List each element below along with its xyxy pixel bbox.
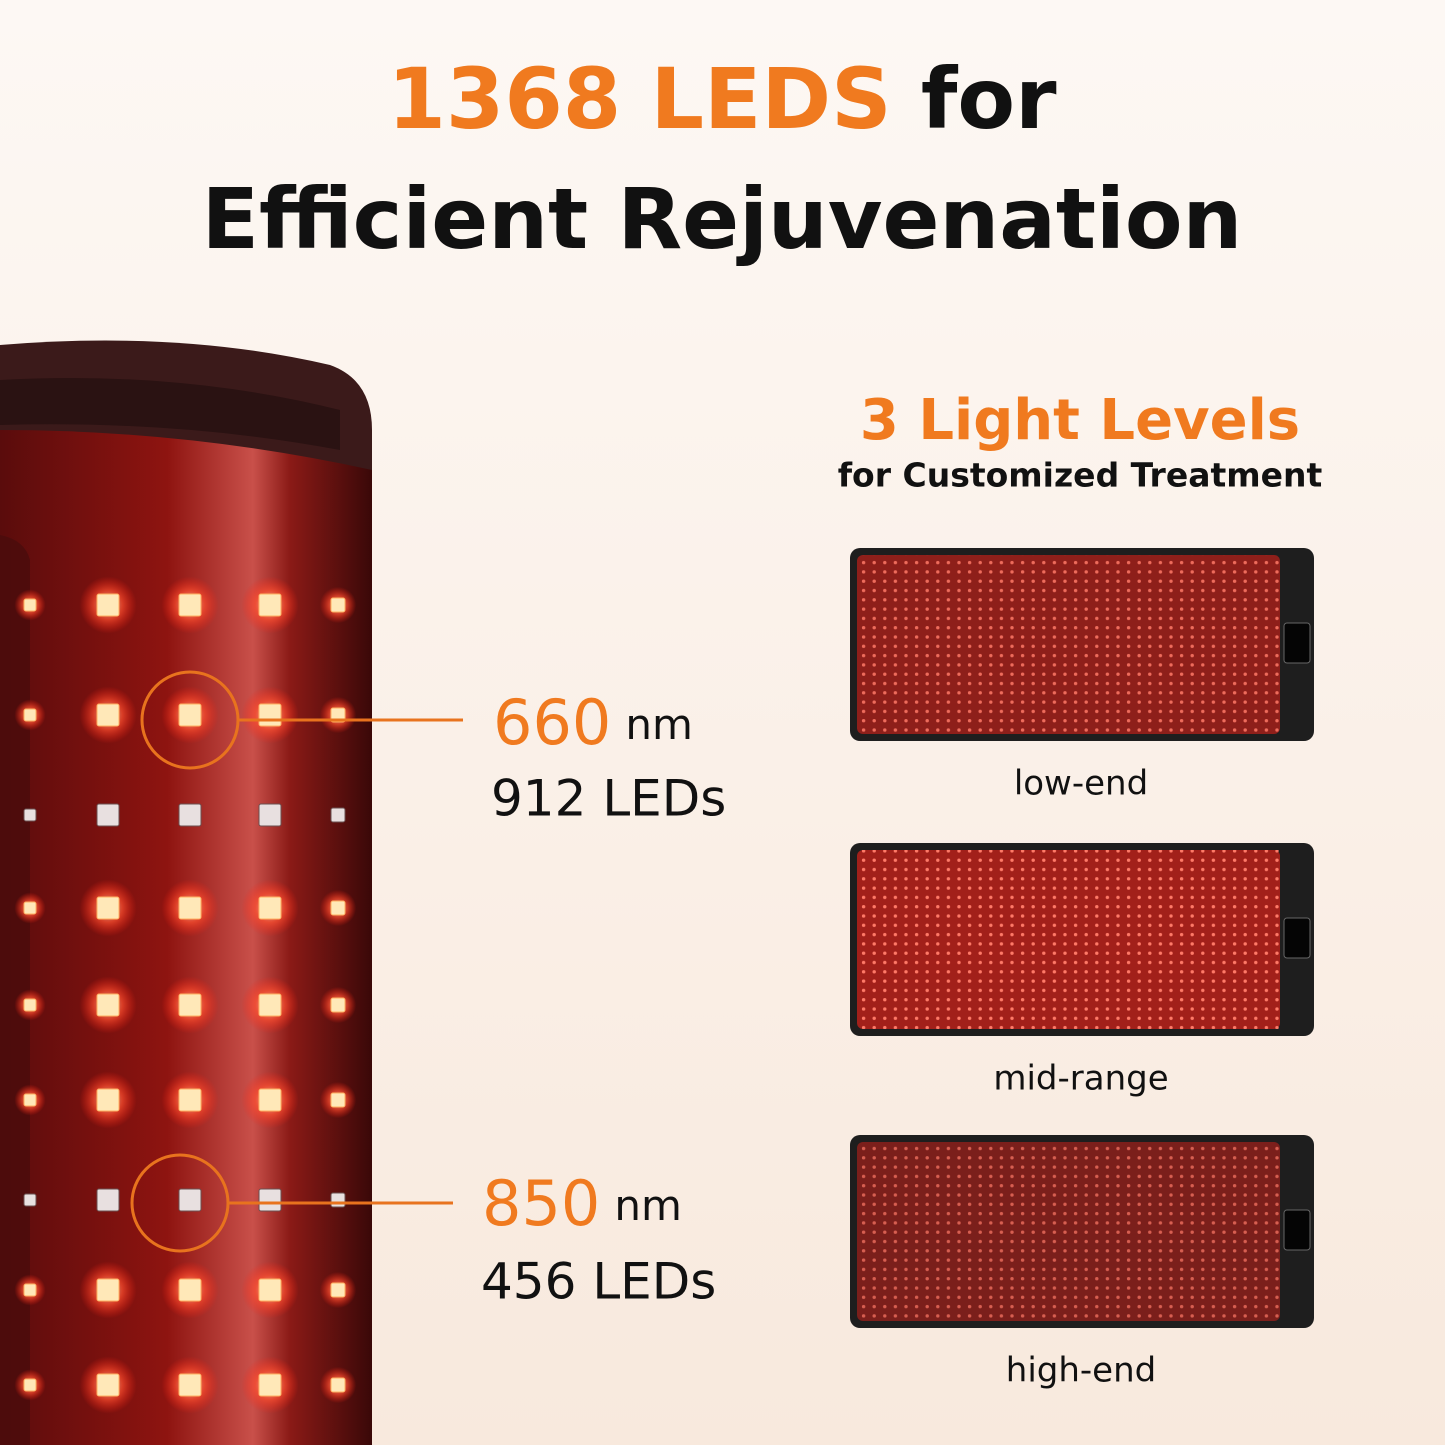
led bbox=[178, 593, 202, 617]
led bbox=[330, 1282, 346, 1298]
led bbox=[96, 1088, 120, 1112]
led bbox=[96, 703, 120, 727]
led bbox=[23, 708, 37, 722]
level-label: mid-range bbox=[993, 1059, 1168, 1099]
led bbox=[178, 1088, 202, 1112]
title-highlight: 1368 LEDS bbox=[387, 50, 891, 148]
led bbox=[178, 803, 202, 827]
panel-leds bbox=[857, 1142, 1280, 1321]
led bbox=[258, 1188, 282, 1212]
led bbox=[258, 1088, 282, 1112]
led bbox=[258, 896, 282, 920]
led bbox=[258, 1278, 282, 1302]
led bbox=[23, 598, 37, 612]
led bbox=[330, 1192, 346, 1208]
led bbox=[330, 1092, 346, 1108]
led bbox=[258, 993, 282, 1017]
wavelength-value: 660 bbox=[493, 686, 611, 759]
led bbox=[23, 1378, 37, 1392]
led bbox=[178, 1278, 202, 1302]
led bbox=[23, 1193, 37, 1207]
panel-display bbox=[1283, 622, 1311, 664]
panel-display bbox=[1283, 1209, 1311, 1251]
led bbox=[96, 896, 120, 920]
belt bbox=[0, 340, 372, 1445]
levels-subtitle: for Customized Treatment bbox=[838, 456, 1323, 495]
led-count: 456 LEDs bbox=[481, 1253, 716, 1311]
wavelength-unit: nm bbox=[614, 1181, 682, 1230]
led bbox=[23, 998, 37, 1012]
led-count: 912 LEDs bbox=[491, 770, 726, 828]
led bbox=[330, 900, 346, 916]
panel-leds bbox=[857, 850, 1280, 1029]
led bbox=[178, 1188, 202, 1212]
led bbox=[96, 1188, 120, 1212]
wavelength-value: 850 bbox=[482, 1167, 600, 1240]
led bbox=[330, 997, 346, 1013]
led bbox=[258, 803, 282, 827]
led bbox=[330, 807, 346, 823]
led bbox=[178, 993, 202, 1017]
title: 1368 LEDS for bbox=[387, 50, 1057, 148]
led bbox=[258, 1373, 282, 1397]
level-label: high-end bbox=[1006, 1351, 1156, 1391]
led bbox=[96, 1373, 120, 1397]
belt-edge bbox=[0, 535, 30, 1445]
led bbox=[330, 1377, 346, 1393]
led bbox=[178, 896, 202, 920]
panel-display bbox=[1283, 917, 1311, 959]
led bbox=[96, 1278, 120, 1302]
wavelength: 660 nm bbox=[493, 686, 693, 759]
led bbox=[23, 1283, 37, 1297]
led bbox=[258, 703, 282, 727]
belt-opening bbox=[0, 378, 340, 450]
led bbox=[96, 993, 120, 1017]
panel-leds bbox=[857, 555, 1280, 734]
led bbox=[178, 703, 202, 727]
title-rest: for bbox=[921, 50, 1057, 148]
wavelength: 850 nm bbox=[482, 1167, 682, 1240]
subtitle: Efficient Rejuvenation bbox=[202, 170, 1243, 268]
led bbox=[178, 1373, 202, 1397]
led bbox=[23, 901, 37, 915]
led bbox=[258, 593, 282, 617]
levels-title: 3 Light Levels bbox=[860, 388, 1300, 453]
led bbox=[330, 597, 346, 613]
led bbox=[96, 803, 120, 827]
level-label: low-end bbox=[1014, 764, 1148, 804]
led bbox=[23, 1093, 37, 1107]
led bbox=[96, 593, 120, 617]
wavelength-unit: nm bbox=[625, 700, 693, 749]
led bbox=[23, 808, 37, 822]
